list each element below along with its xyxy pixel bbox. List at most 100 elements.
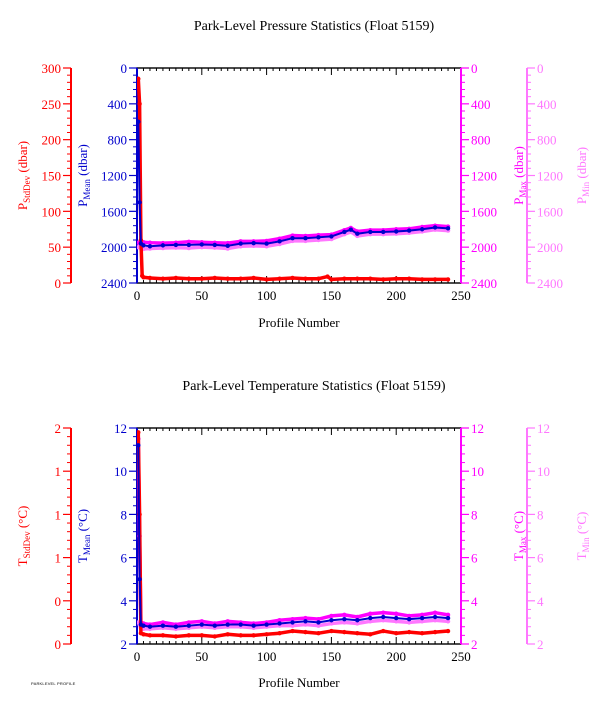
- data-point-mean: [419, 227, 425, 232]
- y-tick-label: 0: [55, 637, 62, 652]
- y-tick-label: 150: [42, 169, 62, 184]
- y-tick-label: 2000: [471, 240, 497, 255]
- data-point-mean: [406, 228, 412, 233]
- y-axis-label-unit: (dbar): [511, 146, 526, 181]
- data-point-stddev: [238, 276, 243, 281]
- data-point-mean: [290, 236, 295, 241]
- data-point-stddev: [355, 631, 360, 636]
- y-tick-label: 1600: [101, 204, 127, 219]
- data-point-mean: [368, 229, 373, 235]
- data-point-stddev: [406, 276, 412, 281]
- data-point-mean: [147, 244, 153, 249]
- data-point-mean: [303, 619, 308, 624]
- data-point-mean: [342, 616, 347, 622]
- data-point-mean: [355, 231, 360, 236]
- x-tick-label: 250: [451, 288, 471, 303]
- plot-frame: [136, 427, 462, 645]
- data-point-max: [406, 613, 412, 619]
- data-point-mean: [394, 229, 399, 234]
- y-axis-label: TMin (°C): [574, 512, 591, 561]
- data-point-mean: [225, 243, 230, 249]
- data-point-min: [342, 620, 347, 625]
- data-point-mean: [238, 241, 243, 246]
- y-tick-label: 1: [55, 551, 62, 566]
- y-tick-label: 2: [537, 637, 544, 652]
- y-axis-label-unit: (dbar): [15, 141, 30, 176]
- data-point-max: [186, 239, 192, 244]
- x-axis-label: Profile Number: [258, 315, 340, 330]
- data-point-mean: [160, 243, 166, 248]
- y-axis-label-unit: (dbar): [574, 147, 589, 182]
- data-point-stddev: [381, 628, 386, 634]
- data-point-mean: [316, 235, 321, 240]
- y-tick-label: 250: [42, 97, 62, 112]
- data-point-stddev: [329, 277, 334, 282]
- data-point-mean: [137, 200, 142, 205]
- y-tick-label: 12: [114, 421, 127, 436]
- series-line-max: [137, 438, 449, 627]
- x-tick-label: 50: [195, 649, 208, 664]
- data-point-min: [406, 620, 412, 625]
- data-point-mean: [147, 624, 153, 629]
- y-tick-label: 4: [121, 594, 128, 609]
- y-tick-label: 2000: [101, 240, 127, 255]
- y-axis-min: 2 4 6 8 10 12 TMin (°C): [526, 421, 591, 652]
- data-point-mean: [316, 620, 321, 625]
- y-axis-label-main: P: [15, 203, 30, 210]
- y-axis-label-main: T: [15, 558, 30, 566]
- data-point-max: [419, 612, 425, 618]
- data-point-mean: [381, 614, 386, 620]
- data-point-max: [225, 619, 230, 624]
- x-tick-label: 150: [322, 288, 342, 303]
- y-axis-label-main: T: [75, 555, 90, 563]
- data-point-stddev: [141, 275, 146, 280]
- data-point-max: [329, 613, 334, 619]
- y-tick-label: 4: [471, 594, 478, 609]
- y-axis-label-sub: StdDev: [22, 531, 32, 559]
- data-point-stddev: [186, 276, 192, 281]
- data-point-stddev: [238, 633, 243, 638]
- data-point-stddev: [394, 631, 399, 636]
- data-point-stddev: [303, 276, 308, 281]
- data-point-max: [186, 620, 192, 625]
- data-point-mean: [329, 234, 334, 239]
- data-point-max: [432, 610, 438, 615]
- data-point-stddev: [419, 277, 425, 282]
- data-point-mean: [264, 241, 269, 246]
- y-axis-label: PMean (dbar): [75, 144, 92, 207]
- y-axis-label-sub: Mean: [82, 179, 92, 200]
- y-axis-max: 2 4 6 8 10 12 TMax (°C): [460, 421, 528, 652]
- y-axis-label: PMin (dbar): [574, 147, 591, 204]
- y-axis-label-sub: StdDev: [22, 175, 32, 203]
- x-tick-label: 0: [134, 649, 141, 664]
- footer-note: PARKLEVEL PROFILE: [31, 681, 76, 686]
- data-point-mean: [141, 243, 146, 248]
- data-point-stddev: [137, 430, 141, 435]
- data-point-stddev: [147, 275, 153, 281]
- series-group: [137, 76, 451, 282]
- series-line-mean: [137, 445, 449, 628]
- data-point-mean: [445, 226, 451, 231]
- y-tick-label: 0: [121, 61, 128, 76]
- x-tick-label: 0: [134, 288, 141, 303]
- y-axis-label-sub: Mean: [82, 534, 92, 555]
- y-tick-label: 50: [48, 240, 61, 255]
- y-axis-max: 0 400 800 1200 1600 2000 2400 PMax (dbar): [460, 61, 528, 291]
- data-point-mean: [290, 620, 295, 625]
- data-point-stddev: [277, 276, 282, 281]
- y-axis-label-unit: (°C): [511, 511, 526, 537]
- x-tick-label: 200: [386, 649, 406, 664]
- y-tick-label: 0: [55, 594, 62, 609]
- data-point-min: [445, 619, 451, 624]
- data-point-stddev: [199, 276, 204, 281]
- data-point-stddev: [355, 276, 360, 281]
- data-point-stddev: [212, 634, 217, 639]
- y-axis-label-main: P: [511, 198, 526, 205]
- series-line-min: [137, 618, 449, 631]
- y-tick-label: 100: [42, 204, 62, 219]
- data-point-mean: [394, 615, 399, 621]
- y-axis-label-main: P: [75, 200, 90, 207]
- y-tick-label: 800: [108, 133, 128, 148]
- y-axis-label-sub: Min: [581, 181, 591, 197]
- data-point-stddev: [186, 633, 192, 638]
